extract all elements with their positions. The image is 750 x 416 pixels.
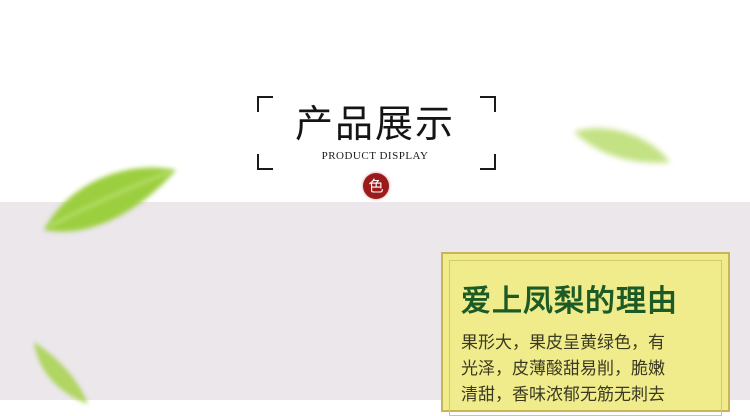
- reason-card: 爱上凤梨的理由 果形大，果皮呈黄绿色，有 光泽，皮薄酸甜易削，脆嫩 清甜，香味浓…: [441, 252, 730, 416]
- leaf-icon: [574, 128, 670, 163]
- corner-bracket-bottom-left: [257, 154, 273, 170]
- leaf-icon: [34, 342, 88, 404]
- seal-stamp: 色: [363, 173, 389, 199]
- card-line: 清甜，香味浓郁无筋无刺去: [461, 385, 665, 405]
- card-description: 果形大，果皮呈黄绿色，有 光泽，皮薄酸甜易削，脆嫩 清甜，香味浓郁无筋无刺去: [461, 330, 721, 408]
- section-subtitle: PRODUCT DISPLAY: [321, 150, 429, 162]
- card-line: 光泽，皮薄酸甜易削，脆嫩: [461, 359, 665, 379]
- top-background: [0, 0, 750, 202]
- corner-bracket-bottom-right: [480, 154, 496, 170]
- card-line: 果形大，果皮呈黄绿色，有: [461, 333, 665, 353]
- section-title: 产品展示: [294, 102, 455, 146]
- corner-bracket-top-left: [257, 96, 273, 112]
- corner-bracket-top-right: [480, 96, 496, 112]
- leaf-icon: [44, 167, 176, 232]
- card-title: 爱上凤梨的理由: [461, 284, 678, 319]
